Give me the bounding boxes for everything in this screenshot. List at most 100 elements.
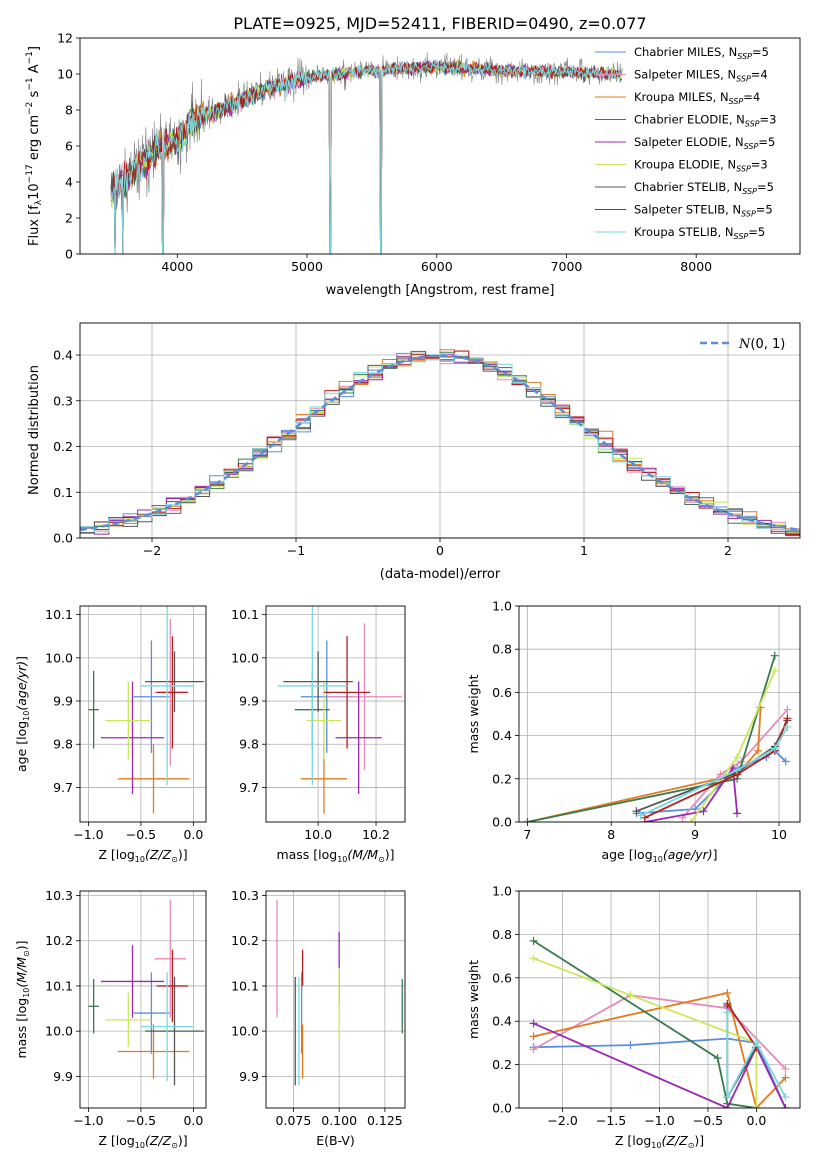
weight-marker <box>770 651 779 660</box>
y-tick-label: 8 <box>65 103 73 118</box>
weight-line <box>533 957 758 1108</box>
x-tick-label: −1.0 <box>644 1113 674 1128</box>
x-tick-label: 0.075 <box>276 1113 312 1128</box>
x-tick-label: 0.0 <box>183 827 203 842</box>
y-tick-label: 1.0 <box>492 884 512 899</box>
weight-marker <box>781 1064 790 1073</box>
axes-frame <box>265 605 406 823</box>
weight-marker <box>723 999 732 1008</box>
weight-marker <box>770 744 779 753</box>
figure-title: PLATE=0925, MJD=52411, FIBERID=0490, z=0… <box>233 14 646 33</box>
model-spectrum-line <box>110 59 623 254</box>
y-tick-label: 2 <box>65 211 73 226</box>
y-axis-label: mass weight <box>466 960 481 1039</box>
axes-frame <box>265 890 406 1109</box>
errorbar-point <box>105 992 152 1047</box>
y-tick-label: 0.4 <box>53 348 73 363</box>
x-tick-label: 7000 <box>551 259 583 274</box>
legend-label: Salpeter MILES, NSSP=4 <box>634 68 768 84</box>
y-tick-label: 10.0 <box>231 650 259 665</box>
model-spectrum-line <box>110 59 623 254</box>
x-axis-label: Z [log10(Z/Z⊙)] <box>98 1133 187 1150</box>
weight-line <box>726 1012 787 1098</box>
y-tick-label: 9.9 <box>53 1069 73 1084</box>
data-spectrum-line <box>110 52 623 254</box>
legend-label: Salpeter STELIB, NSSP=5 <box>634 203 773 219</box>
errorbar-point <box>156 949 189 1023</box>
weight-marker <box>640 813 649 822</box>
y-tick-label: 9.9 <box>53 694 73 709</box>
x-tick-label: −1.5 <box>596 1113 626 1128</box>
x-tick-label: 2 <box>724 543 732 558</box>
weight-marker <box>733 766 742 775</box>
weight-marker <box>752 1104 761 1108</box>
y-tick-label: 0.0 <box>492 815 512 830</box>
x-tick-label: 8000 <box>680 259 712 274</box>
weight-marker <box>733 809 742 818</box>
spectrum-panel: 4000 5000 6000 7000 8000 0 2 4 6 8 10 12 wavelength … <box>25 31 801 298</box>
weight-marker <box>781 1104 790 1108</box>
y-tick-label: 10.0 <box>231 1024 259 1039</box>
weight-marker <box>783 722 792 731</box>
x-tick-label: −0.5 <box>126 827 156 842</box>
x-tick-label: 0.0 <box>183 1113 203 1128</box>
x-tick-label: 10.2 <box>362 827 390 842</box>
weight-line <box>690 670 776 822</box>
weight-line <box>644 717 789 819</box>
weight-line <box>527 655 776 822</box>
y-tick-label: 12 <box>57 31 73 46</box>
y-tick-label: 9.7 <box>239 780 259 795</box>
legend-label: Kroupa STELIB, NSSP=5 <box>634 225 765 241</box>
weight-vs-metallicity-panel: −2.0 −1.5 −1.0 −0.5 0.0 0.0 0.2 0.4 0.6 0.8 1.0 Z [… <box>466 884 801 1150</box>
y-tick-label: 0.4 <box>492 1014 512 1029</box>
errorbar-point <box>88 979 99 1034</box>
errorbar-point <box>277 606 348 786</box>
x-axis-label: wavelength [Angstrom, rest frame] <box>326 283 555 298</box>
legend-label: Chabrier MILES, NSSP=5 <box>634 45 769 61</box>
plot-area <box>529 936 790 1108</box>
weight-marker <box>529 1045 538 1054</box>
y-tick-label: 9.9 <box>239 1069 259 1084</box>
x-tick-label: −0.5 <box>126 1113 156 1128</box>
weight-marker <box>699 807 708 816</box>
errorbar-point <box>88 670 99 749</box>
x-tick-label: 0.125 <box>367 1113 403 1128</box>
x-tick-label: 6000 <box>421 259 453 274</box>
weight-marker <box>783 705 792 714</box>
weight-marker <box>783 714 792 723</box>
x-tick-label: 4000 <box>161 259 193 274</box>
weight-marker <box>723 1093 732 1102</box>
normal-distribution-curve <box>80 354 800 532</box>
errorbar-point <box>323 636 371 749</box>
y-tick-label: 9.8 <box>239 737 259 752</box>
y-tick-label: 10.2 <box>231 933 259 948</box>
x-tick-label: 0 <box>436 543 444 558</box>
x-tick-label: 7 <box>523 827 531 842</box>
x-tick-label: 9 <box>691 827 699 842</box>
weight-marker <box>770 666 779 675</box>
plot-area <box>277 606 403 814</box>
x-tick-label: 5000 <box>291 259 323 274</box>
plot-area <box>110 52 623 254</box>
weight-marker <box>781 757 790 766</box>
weight-line <box>533 994 787 1070</box>
errorbar-point <box>140 606 194 786</box>
axes-frame <box>518 605 801 823</box>
y-axis-label: mass weight <box>466 674 481 753</box>
y-tick-label: 0 <box>65 247 73 262</box>
errorbar-point <box>117 1024 190 1079</box>
weight-marker <box>723 988 732 997</box>
x-tick-label: 1 <box>580 543 588 558</box>
weight-line <box>533 1022 787 1108</box>
y-tick-label: 0.8 <box>492 642 512 657</box>
plot-area <box>276 900 403 1086</box>
y-tick-label: 0.2 <box>53 439 73 454</box>
y-tick-label: 10.3 <box>45 888 73 903</box>
weight-line <box>533 940 757 1108</box>
weight-marker <box>713 1054 722 1063</box>
y-tick-label: 0.4 <box>492 728 512 743</box>
x-axis-label: E(B-V) <box>316 1133 355 1148</box>
x-axis-label: Z [log10(Z/Z⊙)] <box>615 1133 704 1150</box>
model-spectrum-line <box>110 60 623 254</box>
x-tick-label: 10 <box>771 827 787 842</box>
